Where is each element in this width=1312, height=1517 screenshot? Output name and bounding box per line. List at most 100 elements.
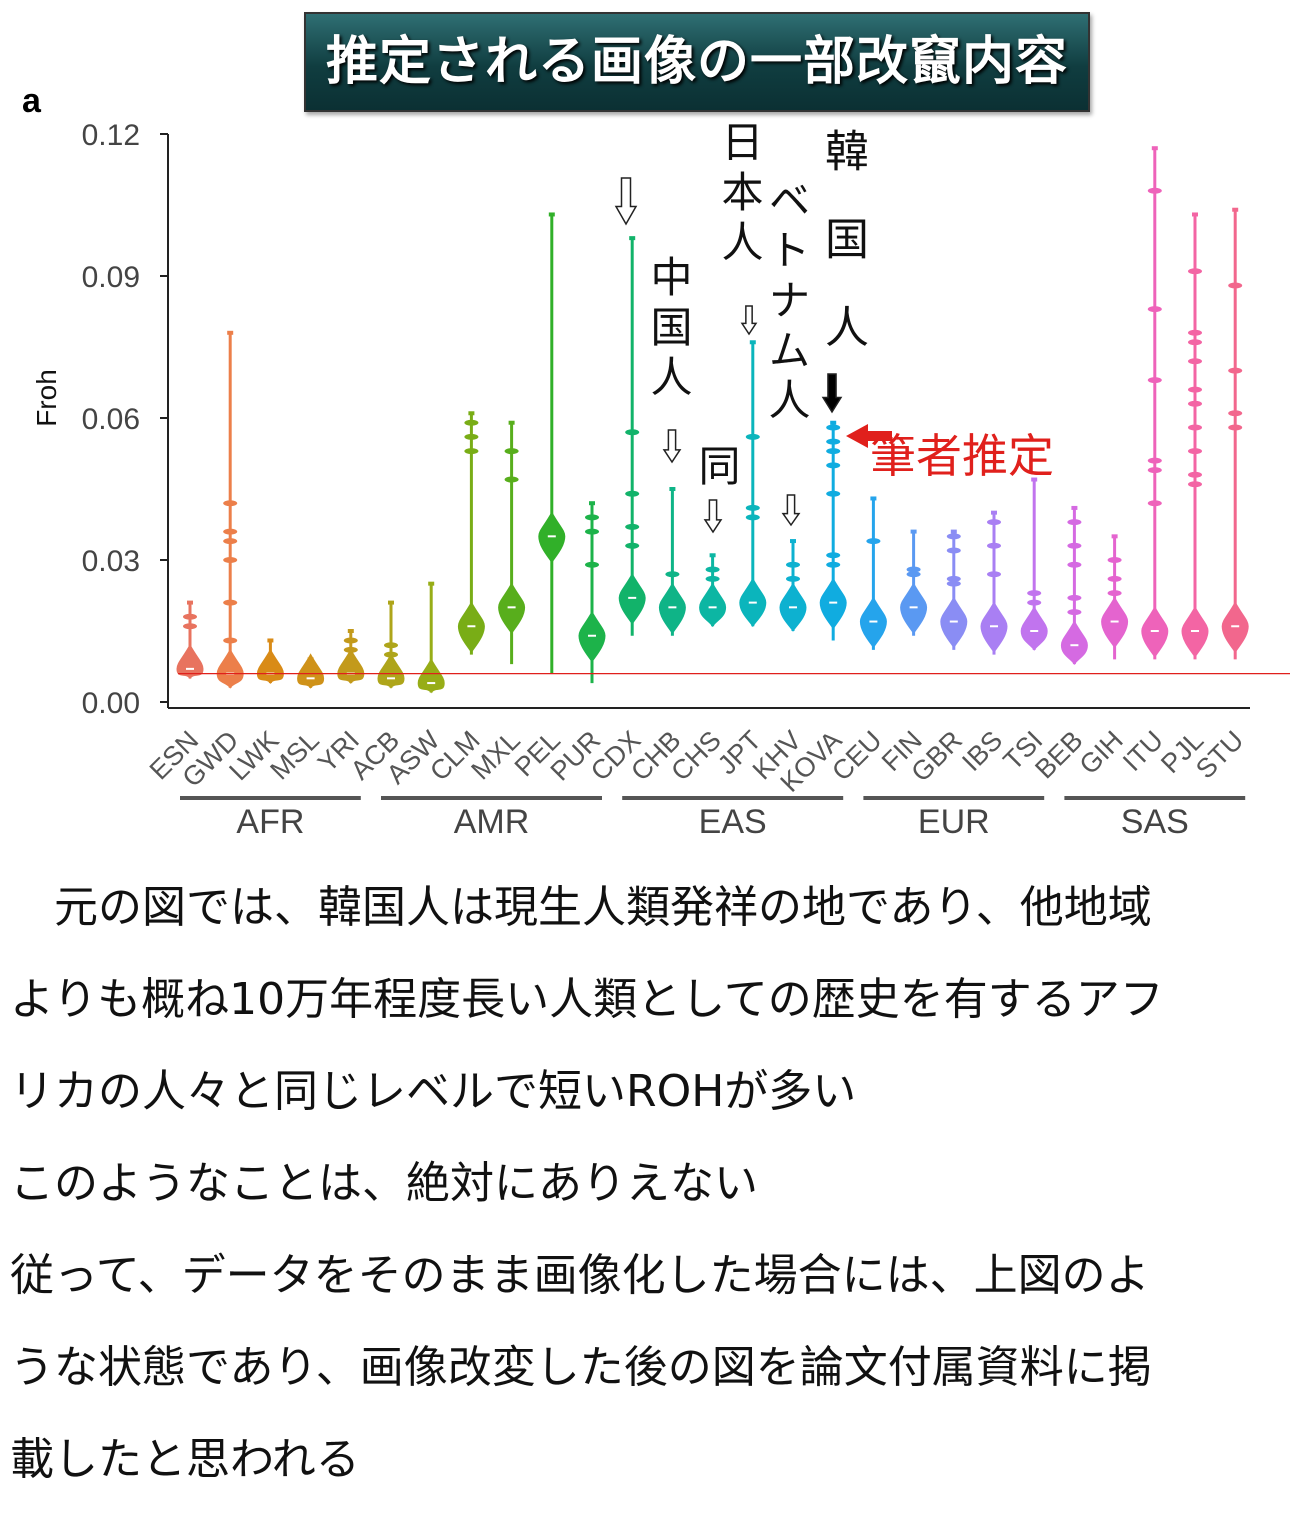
outlier-point: [826, 561, 841, 568]
outlier-point: [1228, 367, 1243, 374]
outlier-point: [946, 575, 961, 582]
violin-yri: [337, 629, 365, 684]
body-line: 従って、データをそのまま画像化した場合には、上図のよ: [10, 1250, 1150, 1301]
outlier-point: [223, 557, 238, 563]
outlier-point: [866, 538, 881, 545]
outlier-point: [1067, 609, 1082, 616]
outlier-point: [1188, 386, 1202, 393]
violin-jpt: [739, 340, 767, 628]
violin-gwd: [216, 330, 244, 689]
body-line: 載したと思われる: [10, 1434, 360, 1485]
annotation-chinese: 中国人: [644, 255, 693, 405]
outlier-point: [1067, 594, 1082, 601]
outlier-point: [1147, 500, 1162, 507]
group-label: EUR: [918, 803, 990, 841]
y-axis-label: Froh: [31, 369, 62, 427]
outlier-point: [1188, 481, 1202, 488]
violin-series: [176, 146, 1290, 694]
outlier-point: [625, 523, 640, 530]
group-label: AFR: [236, 803, 304, 841]
y-tick-label: 0.09: [82, 261, 140, 294]
y-tick-label: 0.06: [82, 403, 140, 436]
outlier-point: [1188, 339, 1202, 346]
outlier-point: [504, 476, 519, 483]
violin-body: [457, 601, 485, 654]
y-tick-label: 0.12: [82, 120, 140, 152]
outlier-point: [1027, 590, 1042, 597]
violin-esn: [176, 600, 204, 680]
violin-body: [618, 572, 646, 625]
outlier-point: [987, 542, 1001, 549]
outlier-point: [705, 575, 720, 582]
outlier-point: [906, 566, 921, 573]
outlier-point: [745, 433, 760, 440]
outlier-point: [223, 637, 238, 644]
outlier-point: [464, 448, 479, 455]
arrow-khv-icon: [781, 494, 801, 527]
body-line: このようなことは、絶対にありえない: [10, 1158, 758, 1209]
violin-fin: [900, 529, 928, 636]
arrow-chs-icon: [703, 499, 723, 534]
violin-body: [1060, 620, 1088, 666]
violin-kova: [819, 420, 847, 641]
outlier-point: [826, 462, 841, 469]
y-axis: 0.00 0.03 0.06 0.09 0.12 Froh: [31, 120, 169, 720]
outlier-point: [1228, 410, 1243, 417]
violin-body: [1221, 601, 1249, 654]
violin-pel: [538, 212, 566, 674]
violin-lwk: [256, 638, 284, 684]
violin-tsi: [1020, 477, 1048, 651]
outlier-point: [464, 419, 479, 426]
outlier-point: [343, 646, 358, 653]
violin-body: [176, 643, 204, 680]
group-label: SAS: [1121, 803, 1189, 841]
outlier-point: [585, 528, 599, 535]
outlier-point: [946, 533, 961, 540]
violin-body: [900, 582, 928, 635]
violin-pjl: [1181, 212, 1209, 660]
outlier-point: [223, 500, 238, 507]
violin-body: [538, 511, 566, 564]
author-estimate-label: 筆者推定: [870, 429, 1054, 483]
outlier-point: [183, 613, 197, 620]
outlier-point: [946, 547, 961, 554]
outlier-point: [223, 538, 238, 545]
outlier-point: [1107, 557, 1122, 563]
violin-body: [337, 648, 365, 684]
violin-body: [256, 648, 284, 684]
outlier-point: [826, 438, 841, 445]
panel-label: a: [22, 82, 41, 120]
violin-gih: [1101, 534, 1129, 660]
outlier-point: [946, 580, 961, 587]
violin-khv: [779, 539, 807, 632]
outlier-point: [625, 490, 640, 497]
outlier-point: [343, 637, 358, 644]
violin-asw: [417, 581, 445, 694]
outlier-point: [987, 519, 1001, 526]
violin-body: [498, 582, 526, 635]
arrow-chb-icon: [662, 429, 682, 464]
outlier-point: [1027, 599, 1042, 606]
violin-mxl: [498, 420, 526, 665]
outlier-point: [745, 514, 760, 521]
outlier-point: [1188, 448, 1202, 455]
outlier-point: [1107, 590, 1122, 597]
arrow-kova-icon: [821, 373, 843, 414]
violin-chs: [699, 553, 727, 628]
title-banner: 推定される画像の一部改竄内容: [304, 12, 1090, 112]
violin-body: [216, 648, 244, 689]
outlier-point: [585, 561, 599, 568]
outlier-point: [1147, 457, 1162, 464]
violin-chart: 0.00 0.03 0.06 0.09 0.12 Froh ESNGWDLWKMSLYRI…: [31, 120, 1290, 841]
outlier-point: [384, 651, 398, 658]
body-line: よりも概ね10万年程度長い人類としての歴史を有するアフ: [10, 974, 1164, 1025]
outlier-point: [1188, 424, 1202, 431]
outlier-point: [1147, 187, 1162, 194]
arrow-jpt-icon: [740, 305, 758, 336]
violin-acb: [377, 600, 405, 689]
outlier-point: [223, 528, 238, 535]
outlier-point: [1188, 471, 1202, 478]
outlier-point: [786, 561, 800, 568]
outlier-point: [745, 504, 760, 511]
violin-gbr: [940, 529, 968, 650]
